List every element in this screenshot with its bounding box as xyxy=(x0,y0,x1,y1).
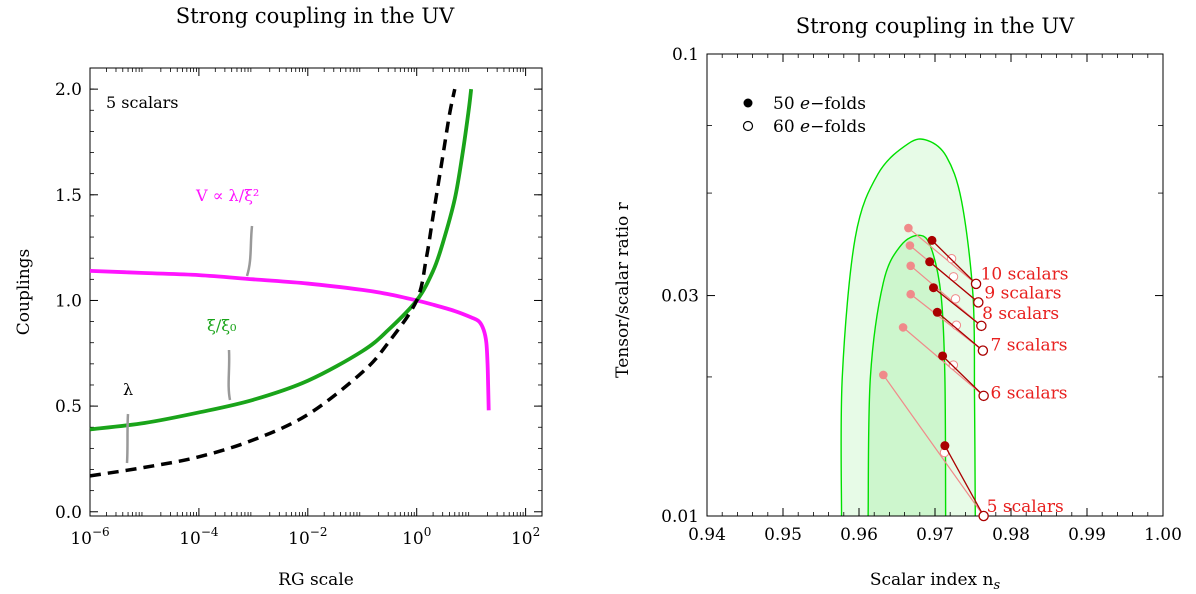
marker-60-efolds-7 xyxy=(978,346,987,355)
marker-light-open-6 xyxy=(949,361,957,369)
legend-marker-open xyxy=(744,122,753,131)
marker-50-efolds-5 xyxy=(940,441,949,450)
left-chart: Strong coupling in the UV 10−6 10−4 10−2 10… xyxy=(14,4,542,590)
right-y-tick-label: 0.01 xyxy=(661,507,699,527)
scalar-count-label: 5 scalars xyxy=(987,497,1064,517)
left-y-tick-label: 1.5 xyxy=(55,186,82,206)
legend-entry-60: 60 e−folds xyxy=(773,117,866,137)
lambda-label: λ xyxy=(123,380,133,399)
scalar-count-label: 8 scalars xyxy=(982,304,1059,324)
left-x-axis-label: RG scale xyxy=(278,570,354,590)
left-note: 5 scalars xyxy=(106,93,179,112)
potential-pointer xyxy=(247,226,252,276)
scalar-count-label: 9 scalars xyxy=(984,283,1061,303)
marker-light-filled-5 xyxy=(879,371,888,380)
right-x-tick-label: 1.00 xyxy=(1144,525,1182,545)
right-x-tick-label: 0.96 xyxy=(840,525,878,545)
left-chart-title: Strong coupling in the UV xyxy=(176,4,455,28)
left-x-tick-label: 102 xyxy=(511,525,540,549)
left-y-axis-label: Couplings xyxy=(14,249,34,336)
legend-entry-50: 50 e−folds xyxy=(773,94,866,114)
marker-50-efolds-8 xyxy=(929,283,938,292)
left-x-tick-label: 10−6 xyxy=(70,525,109,549)
right-legend: 50 e−folds 60 e−folds xyxy=(744,94,866,137)
marker-50-efolds-10 xyxy=(927,236,936,245)
marker-light-open-10 xyxy=(947,255,955,263)
right-chart: Strong coupling in the UV 0.94 0.95 0.96 0.… xyxy=(613,14,1182,593)
left-y-tick-label: 0.0 xyxy=(55,503,82,523)
marker-light-filled-9 xyxy=(906,241,915,250)
scalar-count-label: 7 scalars xyxy=(990,336,1067,356)
marker-light-filled-8 xyxy=(906,261,915,270)
right-x-axis-label: Scalar index ns xyxy=(870,570,1001,593)
marker-light-open-8 xyxy=(951,295,959,303)
left-y-tick-label: 1.0 xyxy=(55,291,82,311)
right-y-axis-label: Tensor/scalar ratio r xyxy=(613,201,633,377)
left-y-tick-label: 2.0 xyxy=(55,80,82,100)
left-x-tick-label: 100 xyxy=(402,525,431,549)
xi-ratio-label: ξ/ξ₀ xyxy=(207,316,236,335)
right-y-tick-label: 0.1 xyxy=(672,45,699,65)
potential-label: V ∝ λ/ξ² xyxy=(195,186,259,205)
left-plot-frame xyxy=(90,68,542,516)
right-x-tick-label: 0.98 xyxy=(992,525,1030,545)
marker-light-filled-7 xyxy=(906,290,915,299)
right-x-tick-label: 0.94 xyxy=(688,525,726,545)
right-y-tick-label: 0.03 xyxy=(661,287,699,307)
lambda-pointer xyxy=(127,414,128,463)
marker-50-efolds-7 xyxy=(933,308,942,317)
xi-pointer xyxy=(229,350,230,400)
scalar-count-label: 10 scalars xyxy=(981,264,1069,284)
right-x-tick-label: 0.97 xyxy=(916,525,954,545)
left-y-tick-label: 0.5 xyxy=(55,397,82,417)
right-chart-title: Strong coupling in the UV xyxy=(796,14,1075,38)
marker-50-efolds-6 xyxy=(938,351,947,360)
marker-60-efolds-10 xyxy=(971,279,980,288)
right-x-tick-label: 0.99 xyxy=(1068,525,1106,545)
left-x-tick-label: 10−2 xyxy=(288,525,327,549)
marker-50-efolds-9 xyxy=(925,257,934,266)
marker-light-filled-6 xyxy=(899,323,908,332)
right-x-tick-label: 0.95 xyxy=(764,525,802,545)
scalar-count-label: 6 scalars xyxy=(990,384,1067,404)
marker-light-filled-10 xyxy=(904,224,913,233)
marker-60-efolds-6 xyxy=(979,391,988,400)
legend-marker-filled xyxy=(744,99,753,108)
left-series-1 xyxy=(90,89,471,429)
left-x-tick-label: 10−4 xyxy=(179,525,219,549)
